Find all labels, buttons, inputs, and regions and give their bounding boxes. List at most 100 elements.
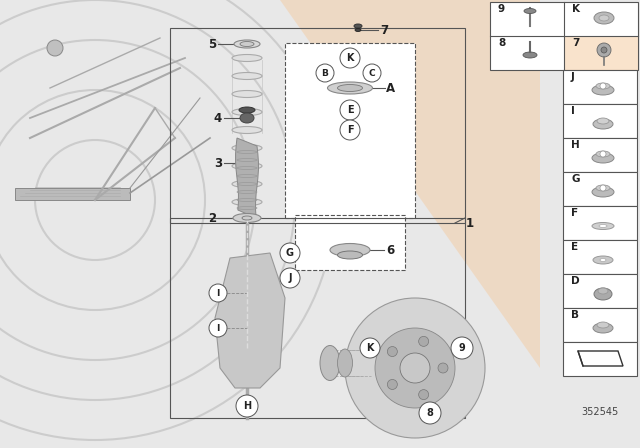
FancyBboxPatch shape — [564, 36, 638, 70]
Text: K: K — [366, 343, 374, 353]
Circle shape — [340, 100, 360, 120]
FancyBboxPatch shape — [563, 206, 637, 240]
Ellipse shape — [242, 216, 252, 220]
Ellipse shape — [599, 15, 609, 21]
Circle shape — [209, 284, 227, 302]
Ellipse shape — [596, 83, 610, 89]
FancyBboxPatch shape — [563, 274, 637, 308]
Circle shape — [375, 328, 455, 408]
Ellipse shape — [232, 90, 262, 98]
Text: 4: 4 — [214, 112, 222, 125]
Text: C: C — [369, 69, 375, 78]
Circle shape — [280, 243, 300, 263]
Text: K: K — [572, 4, 580, 14]
Circle shape — [340, 48, 360, 68]
Ellipse shape — [239, 107, 255, 113]
Polygon shape — [578, 351, 623, 366]
Text: I: I — [571, 106, 575, 116]
Text: 9: 9 — [498, 4, 505, 14]
Circle shape — [438, 363, 448, 373]
FancyBboxPatch shape — [563, 104, 637, 138]
Ellipse shape — [599, 224, 607, 228]
Ellipse shape — [337, 349, 353, 377]
Text: G: G — [286, 248, 294, 258]
FancyBboxPatch shape — [563, 172, 637, 206]
Ellipse shape — [597, 322, 609, 328]
Ellipse shape — [337, 251, 362, 259]
Ellipse shape — [232, 73, 262, 79]
Text: F: F — [571, 208, 578, 218]
FancyBboxPatch shape — [285, 43, 415, 218]
Circle shape — [601, 47, 607, 53]
Ellipse shape — [596, 151, 610, 157]
Circle shape — [400, 353, 430, 383]
Circle shape — [363, 64, 381, 82]
Text: 1: 1 — [466, 216, 474, 229]
Ellipse shape — [592, 187, 614, 197]
Ellipse shape — [597, 118, 609, 124]
FancyBboxPatch shape — [563, 342, 637, 376]
Circle shape — [600, 151, 606, 157]
FancyBboxPatch shape — [295, 215, 405, 270]
FancyBboxPatch shape — [490, 2, 638, 70]
Ellipse shape — [232, 55, 262, 61]
Ellipse shape — [523, 52, 537, 58]
Circle shape — [419, 390, 429, 400]
Text: H: H — [571, 140, 580, 150]
Ellipse shape — [593, 256, 613, 264]
Circle shape — [419, 336, 429, 346]
Circle shape — [387, 379, 397, 389]
Text: J: J — [288, 273, 292, 283]
FancyBboxPatch shape — [563, 138, 637, 172]
Polygon shape — [280, 0, 540, 368]
Text: B: B — [571, 310, 579, 320]
Ellipse shape — [232, 181, 262, 188]
Ellipse shape — [232, 145, 262, 151]
Circle shape — [345, 298, 485, 438]
Circle shape — [600, 185, 606, 191]
Polygon shape — [15, 188, 130, 200]
Text: B: B — [321, 69, 328, 78]
FancyBboxPatch shape — [563, 308, 637, 342]
Ellipse shape — [592, 153, 614, 163]
Ellipse shape — [232, 108, 262, 116]
Text: E: E — [571, 242, 578, 252]
Circle shape — [316, 64, 334, 82]
Text: K: K — [346, 53, 354, 63]
Circle shape — [600, 83, 606, 89]
Ellipse shape — [240, 113, 254, 123]
Text: H: H — [243, 401, 251, 411]
Ellipse shape — [234, 40, 260, 48]
Text: A: A — [387, 82, 396, 95]
Circle shape — [419, 402, 441, 424]
Text: 9: 9 — [459, 343, 465, 353]
Circle shape — [236, 395, 258, 417]
Text: J: J — [571, 72, 575, 82]
Ellipse shape — [598, 288, 608, 294]
Circle shape — [360, 338, 380, 358]
Ellipse shape — [320, 345, 340, 380]
Ellipse shape — [232, 198, 262, 206]
Text: F: F — [347, 125, 353, 135]
Ellipse shape — [330, 244, 370, 257]
Text: I: I — [216, 289, 220, 297]
Text: 2: 2 — [208, 211, 216, 224]
Polygon shape — [215, 253, 285, 388]
Text: 8: 8 — [427, 408, 433, 418]
Ellipse shape — [524, 9, 536, 13]
Ellipse shape — [600, 258, 606, 262]
Circle shape — [387, 347, 397, 357]
Ellipse shape — [354, 24, 362, 28]
Ellipse shape — [328, 82, 372, 94]
FancyBboxPatch shape — [563, 240, 637, 274]
Text: E: E — [347, 105, 353, 115]
Text: 5: 5 — [208, 38, 216, 51]
Circle shape — [597, 43, 611, 57]
Ellipse shape — [596, 185, 610, 191]
Text: I: I — [216, 323, 220, 332]
Circle shape — [47, 40, 63, 56]
Text: 3: 3 — [214, 156, 222, 169]
Ellipse shape — [593, 323, 613, 333]
Ellipse shape — [592, 85, 614, 95]
Ellipse shape — [232, 126, 262, 134]
